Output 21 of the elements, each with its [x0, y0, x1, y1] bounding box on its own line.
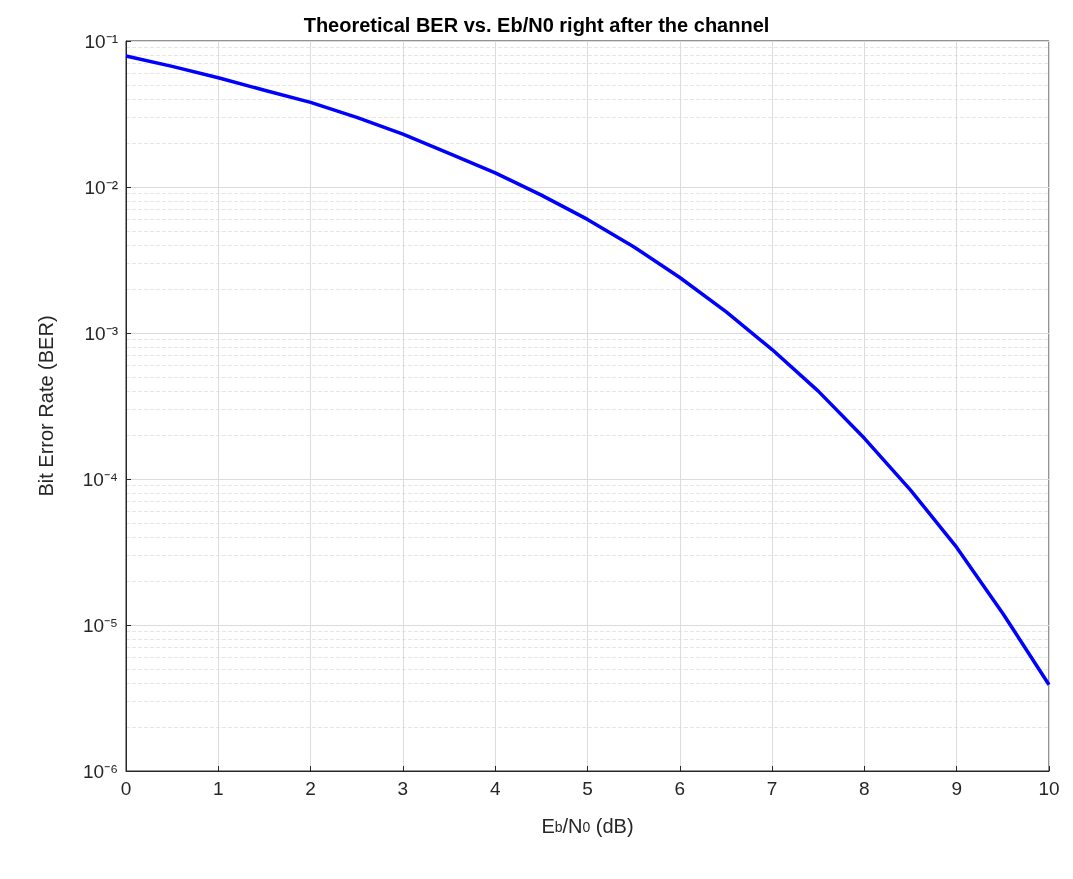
y-tick-label: 10⁻¹ — [84, 30, 118, 52]
x-tick-label: 6 — [674, 778, 686, 799]
x-tick-label: 8 — [859, 778, 870, 799]
y-axis-title: Bit Error Rate (BER) — [35, 315, 57, 497]
y-tick-label: 10⁻² — [84, 176, 118, 198]
y-tick-label: 10⁻⁵ — [82, 614, 118, 636]
x-tick-label: 1 — [213, 778, 224, 799]
x-tick-label: 2 — [305, 778, 316, 799]
x-axis-title: Eb/N0 (dB) — [541, 815, 634, 837]
x-tick-label: 10 — [1038, 778, 1060, 799]
x-tick-label: 9 — [951, 778, 962, 799]
line-series — [124, 54, 1051, 687]
y-tick-label: 10⁻⁴ — [82, 468, 118, 490]
y-tick-label: 10⁻³ — [84, 322, 118, 344]
y-tick-label: 10⁻⁶ — [83, 760, 118, 782]
x-tick-label: 4 — [489, 778, 501, 799]
x-tick-label: 3 — [397, 778, 409, 799]
x-tick-label: 0 — [120, 778, 132, 799]
chart-title: Theoretical BER vs. Eb/N0 right after the channel — [303, 14, 770, 36]
x-tick-label: 7 — [766, 778, 778, 799]
x-tick-label: 5 — [582, 778, 593, 799]
